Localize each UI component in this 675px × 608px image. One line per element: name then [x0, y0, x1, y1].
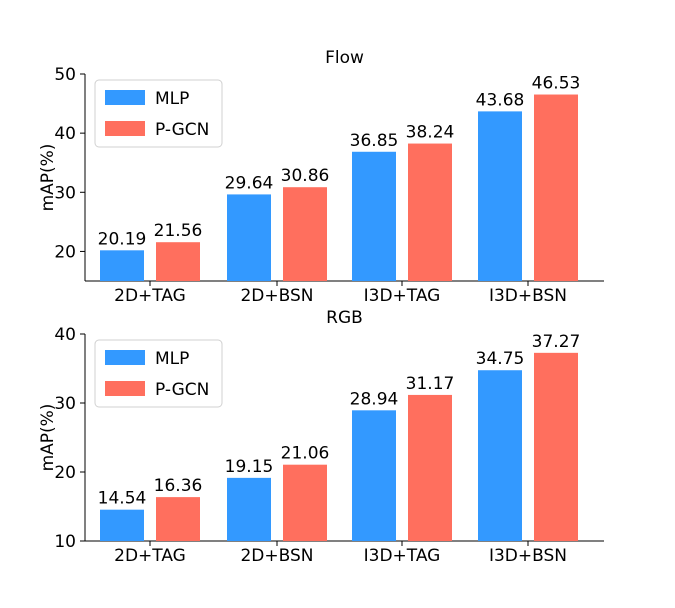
x-tick-label: 2D+BSN: [240, 546, 313, 566]
x-tick-label: 2D+BSN: [240, 286, 313, 306]
x-tick-label: 2D+TAG: [114, 546, 186, 566]
chart-panel-1: Flow 20 30 40 50 mAP(%) 2D+TAG 2D+BSN I3D+TAG I3D…: [38, 48, 604, 306]
bar-mlp-4: [478, 370, 522, 541]
bar-mlp-3: [352, 410, 396, 541]
y-tick-label: 30: [54, 183, 76, 203]
chart-title: RGB: [326, 308, 363, 328]
y-tick-label: 40: [54, 124, 76, 144]
data-label: 21.56: [154, 221, 203, 241]
data-label: 37.27: [532, 332, 581, 352]
x-tick-label: I3D+BSN: [489, 546, 567, 566]
data-label: 34.75: [476, 349, 525, 369]
x-tick-label: I3D+TAG: [364, 286, 441, 306]
data-label: 28.94: [350, 389, 399, 409]
bar-p-gcn-4: [534, 94, 578, 281]
bar-p-gcn-3: [408, 143, 452, 281]
data-label: 36.85: [350, 131, 399, 151]
data-label: 29.64: [225, 173, 274, 193]
y-axis-label: mAP(%): [38, 144, 58, 212]
bar-p-gcn-2: [283, 464, 327, 541]
y-tick-label: 20: [54, 463, 76, 483]
data-label: 14.54: [98, 489, 147, 509]
bar-p-gcn-1: [156, 242, 200, 281]
legend-swatch: [105, 350, 145, 365]
legend-label: P-GCN: [155, 120, 209, 140]
y-tick-label: 40: [54, 325, 76, 345]
bar-mlp-2: [227, 194, 271, 281]
data-label: 21.06: [281, 444, 330, 464]
y-tick-label: 30: [54, 394, 76, 414]
data-label: 20.19: [98, 229, 147, 249]
bar-p-gcn-1: [156, 497, 200, 541]
bar-mlp-3: [352, 151, 396, 281]
x-tick-label: I3D+TAG: [364, 546, 441, 566]
data-label: 43.68: [476, 90, 525, 110]
data-label: 30.86: [281, 166, 330, 186]
y-tick-label: 50: [54, 65, 76, 85]
legend: MLP P-GCN: [94, 79, 223, 148]
bar-mlp-4: [478, 111, 522, 281]
legend-swatch: [105, 121, 145, 136]
data-label: 31.17: [406, 374, 455, 394]
legend-label: MLP: [155, 89, 189, 109]
y-tick-label: 10: [54, 532, 76, 552]
data-label: 16.36: [154, 476, 203, 496]
bar-p-gcn-2: [283, 187, 327, 281]
legend-swatch: [105, 90, 145, 105]
legend-label: P-GCN: [155, 380, 209, 400]
chart-title: Flow: [325, 48, 364, 68]
legend-label: MLP: [155, 349, 189, 369]
bar-mlp-1: [100, 509, 144, 541]
bar-p-gcn-4: [534, 352, 578, 541]
data-label: 38.24: [406, 123, 455, 143]
bar-mlp-1: [100, 250, 144, 281]
data-label: 46.53: [532, 74, 581, 94]
x-tick-label: 2D+TAG: [114, 286, 186, 306]
y-axis-label: mAP(%): [38, 404, 58, 472]
chart-panel-2: RGB 10 20 30 40 mAP(%) 2D+TAG 2D+BSN I3D+TAG I3D+…: [38, 308, 604, 566]
legend: MLP P-GCN: [94, 339, 223, 408]
bar-mlp-2: [227, 477, 271, 541]
legend-swatch: [105, 381, 145, 396]
x-tick-label: I3D+BSN: [489, 286, 567, 306]
bar-p-gcn-3: [408, 394, 452, 541]
data-label: 19.15: [225, 457, 274, 477]
y-tick-label: 20: [54, 242, 76, 262]
